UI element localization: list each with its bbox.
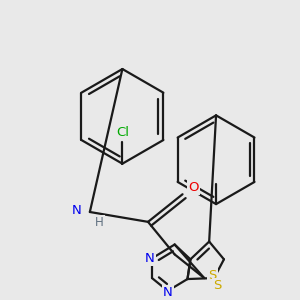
Text: O: O [188,181,199,194]
Text: S: S [213,279,221,292]
Text: S: S [208,268,216,282]
Text: N: N [163,286,172,299]
Text: H: H [95,216,103,229]
Text: N: N [72,203,82,217]
Text: Cl: Cl [116,126,129,139]
Text: N: N [145,252,155,265]
